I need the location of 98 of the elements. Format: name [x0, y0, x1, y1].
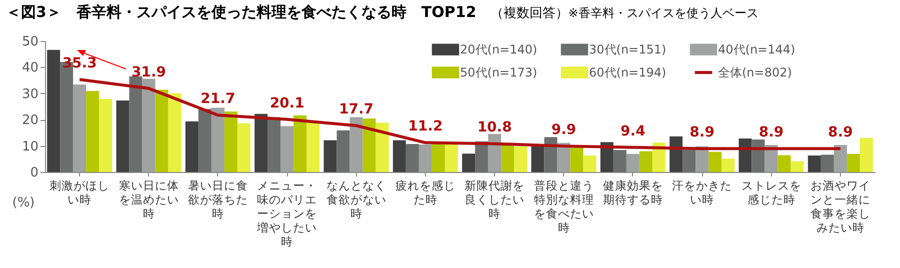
y-tick-label: 40	[22, 60, 38, 76]
bar	[254, 114, 268, 172]
x-tick-label: 新陳代謝を良くしたい時	[464, 178, 525, 220]
chart-title: ＜図3＞ 香辛料・スパイスを使った料理を食べたくなる時 TOP12	[6, 3, 476, 21]
bar	[294, 115, 307, 172]
bar	[626, 154, 640, 172]
bar	[514, 146, 528, 172]
data-label: 31.9	[131, 64, 166, 80]
x-tick-label: 汗をかきたい時	[672, 178, 732, 206]
bar	[116, 100, 130, 172]
bar	[86, 91, 100, 172]
bar	[820, 154, 834, 172]
bar	[224, 111, 238, 172]
text: ※香辛料・スパイスを使う人ベース	[568, 6, 758, 20]
bar	[268, 117, 281, 172]
bar	[708, 152, 722, 172]
bar	[583, 155, 596, 172]
data-label: 10.8	[477, 120, 512, 136]
bar	[462, 154, 476, 172]
bar	[846, 154, 860, 172]
legend-label: 40代(n=144)	[718, 42, 796, 57]
y-axis-title: (%)	[12, 196, 35, 210]
bar	[444, 144, 458, 172]
x-tick-label: 健康効果を期待する時	[602, 178, 663, 206]
data-label: 8.9	[690, 124, 714, 141]
data-label: 8.9	[758, 124, 784, 141]
bar	[475, 141, 488, 172]
bar	[336, 130, 350, 172]
bar	[544, 137, 558, 172]
bar	[860, 138, 873, 172]
data-label: 21.7	[200, 91, 236, 108]
bar	[392, 140, 406, 172]
bar	[185, 121, 198, 172]
bar	[362, 118, 376, 172]
x-tick-label: ストレスを感じた時	[741, 178, 802, 206]
data-label: 17.7	[338, 102, 374, 118]
x-tick-label: お酒やワインと一緒に食事を楽しみたい時	[810, 178, 870, 234]
bar	[778, 155, 791, 172]
bar	[168, 93, 182, 172]
bar	[834, 145, 847, 172]
bar	[73, 84, 86, 172]
x-tick-label: 寒い日に体を温めたい時	[118, 178, 179, 220]
bar	[418, 144, 432, 172]
bar	[237, 123, 250, 172]
data-label: 9.4	[620, 123, 646, 140]
bar	[432, 144, 445, 172]
data-label: 20.1	[270, 95, 304, 112]
bar	[682, 150, 696, 172]
bar	[764, 145, 778, 172]
bar	[639, 151, 652, 172]
legend-label: 60代(n=194)	[589, 66, 666, 80]
bar	[306, 122, 320, 172]
legend-label: 30代(n=151)	[589, 42, 666, 57]
bar	[324, 140, 337, 172]
bar	[488, 134, 502, 172]
legend-label: 20代(n=140)	[460, 42, 538, 57]
x-tick-label: 刺激がほしい時	[50, 178, 110, 206]
chart-subtitle: （複数回答）	[490, 6, 568, 21]
y-tick-label: 20	[22, 113, 38, 128]
bar	[376, 122, 389, 172]
y-tick-label: 30	[22, 86, 38, 102]
bar	[406, 144, 419, 172]
y-tick-label: 50	[22, 34, 38, 50]
x-tick-label: なんとなく食欲がない時	[326, 178, 386, 220]
bar	[350, 117, 363, 172]
bar	[570, 147, 584, 172]
bar	[129, 76, 142, 172]
bar	[652, 142, 666, 172]
bar	[142, 78, 156, 172]
bar	[722, 158, 735, 172]
y-tick-label: 10	[22, 139, 38, 154]
bar	[613, 150, 626, 172]
bar	[600, 142, 614, 172]
bar	[501, 144, 514, 172]
legend-label: 全体(n=802)	[718, 66, 792, 80]
bar	[808, 155, 821, 172]
x-tick-label: 暑い日に食欲が落ちた時	[188, 178, 248, 220]
y-tick-label: 0	[30, 166, 38, 180]
legend-label: 50代(n=173)	[460, 66, 538, 80]
data-label: 11.2	[408, 118, 443, 135]
data-label: 9.9	[551, 122, 576, 138]
bar	[557, 142, 570, 172]
bar	[752, 140, 765, 172]
x-tick-label: 普段と違う特別な料理を食べたい時	[534, 178, 594, 234]
data-label: 35.3	[62, 56, 97, 72]
data-label: 8.9	[828, 124, 853, 141]
bar	[211, 108, 224, 172]
bar	[99, 98, 112, 172]
x-tick-label: 疲れを感じた時	[395, 178, 456, 206]
bar	[670, 136, 683, 172]
bar	[738, 138, 752, 172]
x-tick-label: メニュー・味のバリエーションを増やしたい時	[256, 178, 318, 248]
bar	[198, 108, 212, 172]
bar	[531, 146, 544, 172]
bar	[155, 90, 168, 172]
bar	[280, 126, 294, 172]
bar	[47, 50, 60, 172]
bar	[790, 161, 804, 172]
